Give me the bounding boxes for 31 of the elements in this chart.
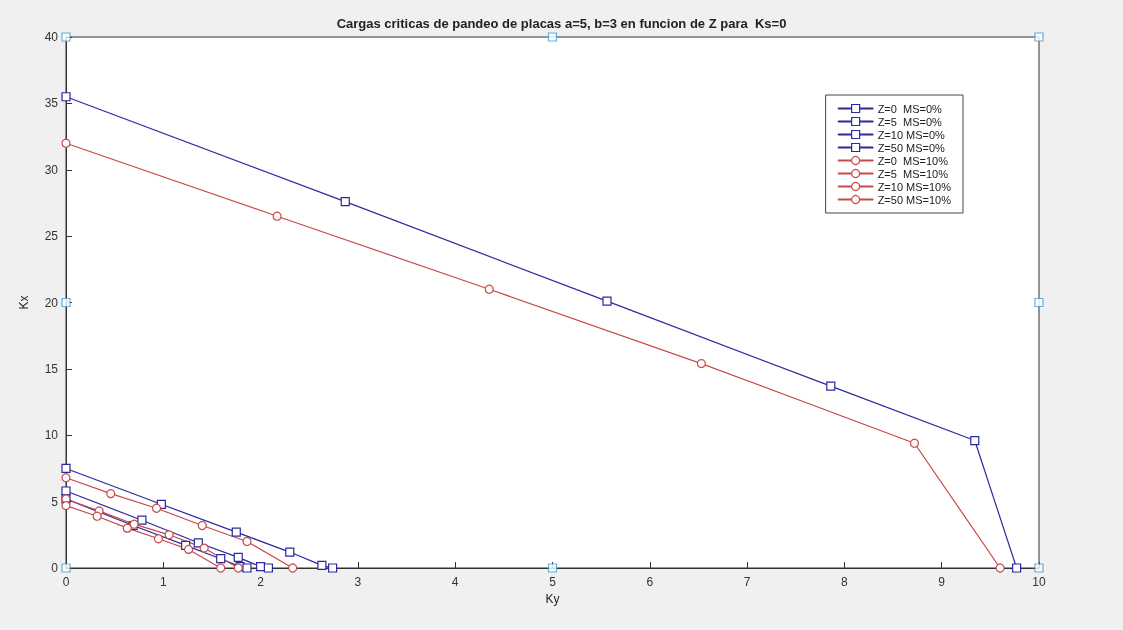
x-tick-label: 4 [451, 575, 459, 589]
x-tick-label: 1 [159, 575, 167, 589]
y-tick-label: 15 [44, 361, 59, 376]
x-axis-title: Ky [545, 591, 560, 606]
x-tick-label: 3 [354, 575, 362, 589]
x-tick-label: 6 [646, 575, 654, 589]
y-axis-title: Kx [17, 295, 31, 310]
x-tick-label: 10 [1032, 575, 1046, 589]
y-tick-label: 40 [44, 30, 59, 44]
x-tick-label: 7 [743, 575, 751, 589]
x-tick-label: 8 [841, 575, 849, 589]
legend-label: Z=50 MS=0% [877, 141, 946, 154]
y-tick-label: 30 [44, 162, 59, 177]
y-tick-label: 20 [44, 295, 59, 310]
legend-label: Z=5 MS=10% [877, 167, 949, 180]
x-tick-label: 0 [62, 575, 70, 589]
y-tick-label: 35 [44, 96, 59, 111]
x-tick-label: 5 [549, 575, 557, 589]
legend-label: Z=0 MS=10% [877, 154, 949, 167]
chart-title: Cargas criticas de pandeo de placas a=5, b=3 en funcion de Z para Ks=0 [336, 16, 787, 31]
legend-label: Z=5 MS=0% [877, 115, 943, 128]
legend-label: Z=50 MS=10% [877, 193, 952, 206]
legend-label: Z=0 MS=0% [877, 102, 943, 115]
y-tick-label: 5 [51, 494, 59, 509]
y-tick-label: 0 [51, 561, 59, 575]
legend-label: Z=10 MS=10% [877, 180, 952, 193]
legend-label: Z=10 MS=0% [877, 128, 946, 141]
x-tick-label: 9 [938, 575, 946, 589]
x-tick-label: 2 [257, 575, 265, 589]
y-tick-label: 10 [44, 428, 59, 443]
y-tick-label: 25 [44, 229, 59, 244]
